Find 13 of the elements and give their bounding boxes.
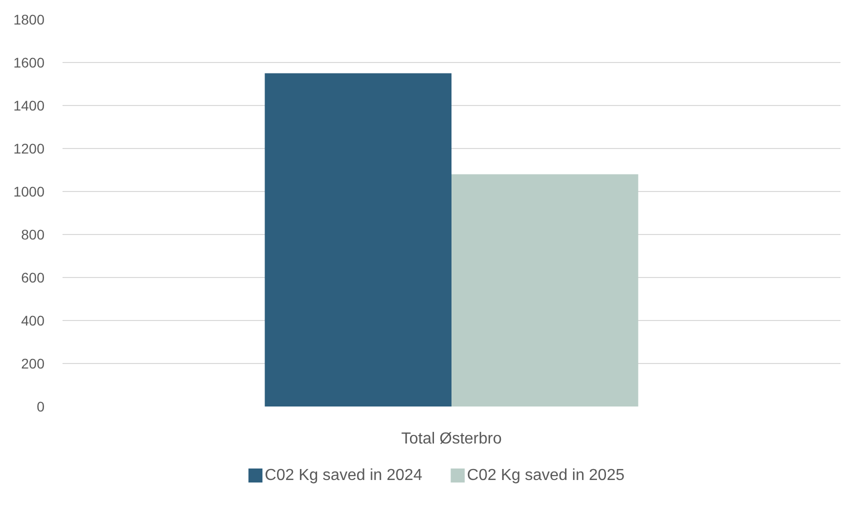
y-tick-label: 1000 [13, 184, 45, 200]
y-tick-label: 200 [21, 356, 45, 372]
y-tick-label: 1400 [13, 98, 45, 114]
legend-label: C02 Kg saved in 2024 [264, 467, 422, 484]
y-tick-label: 1200 [13, 140, 45, 156]
y-tick-label: 400 [21, 312, 45, 328]
legend-label: C02 Kg saved in 2025 [467, 467, 625, 484]
y-tick-label: 600 [21, 270, 45, 286]
y-tick-label: 1800 [13, 12, 45, 28]
y-tick-label: 800 [21, 226, 45, 242]
x-tick-label: Total Østerbro [401, 430, 502, 448]
y-tick-label: 0 [36, 398, 45, 414]
y-tick-label: 1600 [13, 54, 45, 70]
